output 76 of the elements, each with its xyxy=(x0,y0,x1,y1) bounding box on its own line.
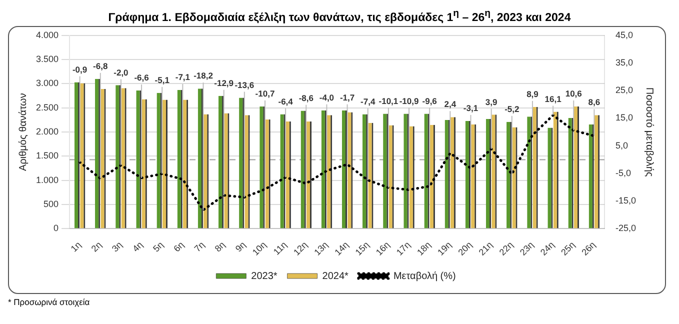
x-tick-label: 14η xyxy=(332,240,350,258)
y2-tick-label: 15,0 xyxy=(615,112,634,123)
data-label: -18,2 xyxy=(194,70,214,81)
data-label: -13,6 xyxy=(234,80,254,90)
x-tick-label: 6η xyxy=(172,240,186,254)
x-tick-label: 17η xyxy=(394,240,412,258)
data-label: -10,7 xyxy=(255,88,275,99)
data-label: 8,9 xyxy=(526,89,539,100)
x-tick-label: 15η xyxy=(353,240,372,258)
y2-tick-label: -15,0 xyxy=(615,196,636,206)
x-tick-label: 16η xyxy=(374,240,392,258)
x-tick-label: 1η xyxy=(68,240,83,254)
y-tick-label: 1.500 xyxy=(36,150,59,161)
y-axis-title: Αριθμός θανάτων xyxy=(18,93,29,171)
x-tick-label: 12η xyxy=(292,240,310,258)
data-label: -5,1 xyxy=(154,75,170,86)
x-tick-label: 11η xyxy=(272,240,289,257)
data-label: -7,1 xyxy=(175,72,190,82)
y2-axis-title: Ποσοστό μεταβολής xyxy=(643,87,654,177)
x-tick-label: 10η xyxy=(250,240,268,258)
x-tick-label: 22η xyxy=(497,240,516,258)
y2-tick-label: 35,0 xyxy=(615,58,634,68)
x-tick-label: 23η xyxy=(518,240,536,258)
x-tick-label: 21η xyxy=(476,240,494,258)
data-label: -9,6 xyxy=(422,96,438,106)
text: * Προσωρινά στοιχεία xyxy=(8,297,91,307)
y2-tick-label: 5,0 xyxy=(615,140,628,150)
data-label: 16,1 xyxy=(544,94,562,104)
x-tick-label: 4η xyxy=(130,240,145,254)
x-tick-label: 5η xyxy=(151,240,166,254)
y2-tick-label: -5,0 xyxy=(615,168,631,178)
legend-label: 2024* xyxy=(322,270,349,282)
x-tick-label: 26η xyxy=(580,240,598,258)
x-tick-label: 25η xyxy=(559,240,577,258)
data-label: -7,4 xyxy=(360,96,376,106)
data-label: -6,4 xyxy=(278,96,294,106)
data-label: -12,9 xyxy=(214,78,234,88)
y-tick-label: 3.000 xyxy=(36,78,59,88)
chart-title: Γράφημα 1. Εβδομαδιαία εξέλιξη των θανάτων, τις εβδομάδες 1$^{η}$ – 26$^{η}$, 2023 και 2024 xyxy=(107,8,572,26)
data-label: -5,2 xyxy=(504,104,520,114)
data-label: -0,9 xyxy=(72,64,88,74)
data-label: -4,0 xyxy=(319,92,334,102)
data-label: 2,4 xyxy=(444,99,456,110)
x-tick-label: 24η xyxy=(538,240,556,258)
x-tick-label: 8η xyxy=(212,240,228,254)
x-tick-label: 9η xyxy=(233,240,248,254)
data-label: 8,6 xyxy=(588,97,600,108)
data-label: -10,9 xyxy=(399,96,419,106)
data-label: -6,6 xyxy=(134,72,150,83)
data-label: -3,1 xyxy=(463,103,478,114)
y-tick-label: 2.500 xyxy=(36,102,59,112)
x-tick-label: 19η xyxy=(436,240,454,258)
y-tick-label: 500 xyxy=(43,199,59,210)
data-label: 3,9 xyxy=(485,96,498,107)
data-label: 10,6 xyxy=(565,88,582,99)
y2-tick-label: 25,0 xyxy=(615,85,634,96)
data-label: -8,6 xyxy=(298,92,314,103)
data-label: -6,8 xyxy=(93,60,108,71)
y-tick-label: 2.000 xyxy=(36,126,59,137)
y-tick-label: 3.500 xyxy=(36,54,59,64)
data-label: -10,1 xyxy=(378,96,398,106)
y2-tick-label: -25,0 xyxy=(615,223,636,234)
legend-label: 2023* xyxy=(251,270,278,282)
x-tick-label: 7η xyxy=(192,240,206,254)
x-tick-label: 20η xyxy=(456,240,474,258)
y-tick-label: 4.000 xyxy=(36,30,59,40)
x-tick-label: 2η xyxy=(89,240,104,254)
y-tick-label: 1.000 xyxy=(36,174,59,185)
x-tick-label: 3η xyxy=(110,240,124,254)
data-label: -2,0 xyxy=(114,67,129,78)
y-tick-label: 0 xyxy=(54,223,59,234)
x-tick-label: 13η xyxy=(312,240,330,258)
x-tick-label: 18η xyxy=(415,240,433,258)
y2-tick-label: 45,0 xyxy=(615,30,634,40)
data-label: -1,7 xyxy=(340,92,355,102)
legend-label: Μεταβολή (%) xyxy=(393,270,456,282)
